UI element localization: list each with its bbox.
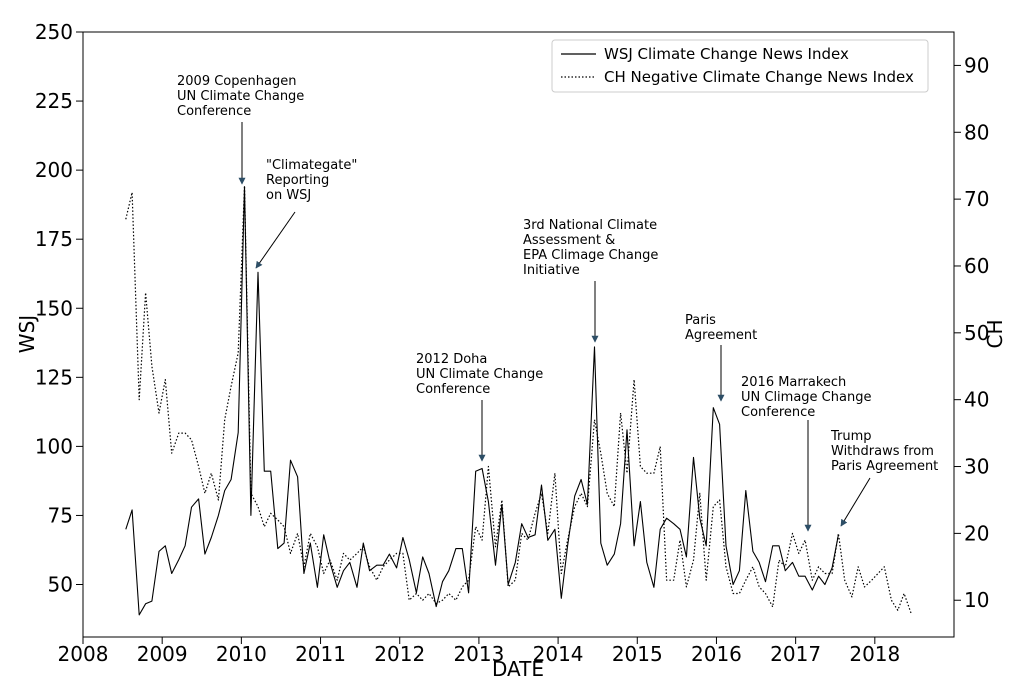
annotation-arrow	[255, 211, 296, 269]
annotation-text: 2012 Doha	[416, 352, 487, 367]
annotation-text: on WSJ	[266, 188, 311, 203]
y-right-axis-ticks: 10 20 30 40 50 60 70 80 90	[954, 53, 989, 612]
annotation-text: "Climategate"	[266, 158, 357, 173]
y-right-tick-label: 40	[964, 388, 989, 412]
annotation-text: 2016 Marrakech	[741, 375, 846, 390]
series-line-ch	[125, 185, 912, 614]
y-right-tick-label: 60	[964, 254, 989, 278]
x-tick-label: 2009	[137, 642, 188, 666]
legend-label-wsj: WSJ Climate Change News Index	[604, 45, 849, 63]
annotation-text: 2009 Copenhagen	[177, 74, 296, 89]
annotation-text: Reporting	[266, 173, 329, 188]
annotation-text: EPA Climage Change	[523, 248, 658, 263]
annotation-text: UN Climage Change	[741, 390, 871, 405]
legend-label-ch: CH Negative Climate Change News Index	[604, 68, 914, 86]
annotation-text: Initiative	[523, 263, 580, 278]
x-tick-label: 2014	[533, 642, 584, 666]
y-left-tick-label: 225	[35, 89, 73, 113]
x-axis-ticks: 2008 2009 2010 2011 2012 2013 2014 2015 2016 2017…	[58, 637, 900, 666]
y-right-tick-label: 80	[964, 120, 989, 144]
y-left-axis-title: WSJ	[15, 315, 39, 353]
series-layer	[125, 185, 912, 616]
x-tick-label: 2012	[374, 642, 425, 666]
annotation-arrow	[840, 477, 871, 527]
x-tick-label: 2013	[453, 642, 504, 666]
y-right-tick-label: 20	[964, 521, 989, 545]
y-right-tick-label: 30	[964, 455, 989, 479]
y-left-tick-label: 250	[35, 20, 73, 44]
annotation-text: Agreement	[685, 328, 757, 343]
x-tick-label: 2011	[295, 642, 346, 666]
annotation-text: Conference	[177, 104, 251, 119]
y-right-tick-label: 50	[964, 321, 989, 345]
annotation-text: Withdraws from	[831, 444, 934, 459]
y-left-tick-label: 200	[35, 158, 73, 182]
y-left-tick-label: 50	[48, 573, 73, 597]
y-right-tick-label: 10	[964, 588, 989, 612]
y-left-tick-label: 100	[35, 434, 73, 458]
x-tick-label: 2017	[770, 642, 821, 666]
annotation-text: Paris Agreement	[831, 459, 938, 474]
legend: WSJ Climate Change News Index CH Negativ…	[551, 39, 929, 93]
annotation-text: Conference	[416, 382, 490, 397]
y-left-axis-ticks: 50 75 100 125 150 175 200 225 250	[35, 20, 83, 597]
annotation-text: Paris	[685, 313, 716, 328]
annotation-text: UN Climate Change	[416, 367, 543, 382]
x-tick-label: 2008	[58, 642, 109, 666]
plot-frame	[82, 31, 955, 638]
y-left-tick-label: 175	[35, 227, 73, 251]
y-left-tick-label: 150	[35, 296, 73, 320]
y-left-tick-label: 125	[35, 365, 73, 389]
x-tick-label: 2010	[216, 642, 267, 666]
annotation-text: Trump	[830, 429, 872, 444]
annotation-text: Conference	[741, 405, 815, 420]
annotation-text: UN Climate Change	[177, 89, 304, 104]
x-tick-label: 2016	[691, 642, 742, 666]
y-right-axis-title: CH	[983, 319, 1007, 348]
x-tick-label: 2015	[612, 642, 663, 666]
y-right-tick-label: 90	[964, 53, 989, 77]
annotation-text: 3rd National Climate	[523, 218, 657, 233]
x-tick-label: 2018	[849, 642, 900, 666]
legend-box	[551, 39, 929, 93]
annotation-text: Assessment &	[523, 233, 615, 248]
y-left-tick-label: 75	[48, 503, 73, 527]
x-axis-title: DATE	[492, 657, 544, 681]
y-right-tick-label: 70	[964, 187, 989, 211]
